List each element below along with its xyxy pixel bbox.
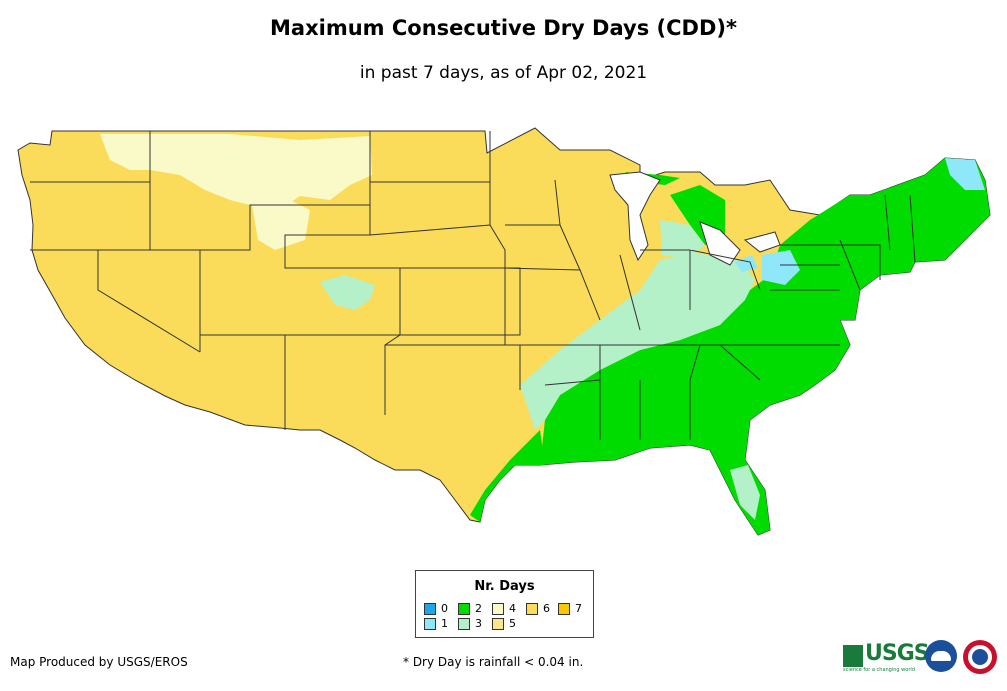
region-wv-1: [762, 250, 800, 285]
usgs-logo-text: USGS: [865, 641, 930, 666]
legend-label: 7: [575, 602, 582, 615]
region-texas-coast-2: [470, 430, 545, 522]
legend-label: 2: [475, 602, 482, 615]
nws-logo: [963, 640, 997, 674]
legend-item-5: 5: [492, 618, 516, 630]
legend-label: 4: [509, 602, 516, 615]
legend-swatch: [526, 603, 538, 615]
legend-item-6: 6: [526, 603, 550, 615]
legend-swatch: [492, 618, 504, 630]
nws-center-icon: [972, 649, 988, 665]
noaa-bird-icon: [931, 651, 951, 661]
legend-swatch: [458, 603, 470, 615]
legend-item-4: 4: [492, 603, 516, 615]
region-transition-3: [520, 252, 755, 430]
region-lower-mi-3: [660, 220, 705, 258]
map-title: Maximum Consecutive Dry Days (CDD)*: [270, 16, 737, 40]
legend-swatch: [558, 603, 570, 615]
legend-label: 5: [509, 617, 516, 630]
legend-swatch: [424, 603, 436, 615]
usgs-wave-icon: [843, 645, 863, 667]
state-boundaries: [30, 131, 916, 440]
region-green-2: [540, 158, 990, 535]
legend-label: 1: [441, 617, 448, 630]
legend-item-3: 3: [458, 618, 482, 630]
usgs-tagline: science for a changing world: [843, 667, 915, 673]
legend: Nr. Days 0 1 2 3 4 5 6 7: [415, 570, 594, 638]
region-maine-1: [945, 158, 985, 190]
region-wyoming-4: [252, 200, 310, 250]
legend-item-7: 7: [558, 603, 582, 615]
dry-day-note: * Dry Day is rainfall < 0.04 in.: [403, 655, 584, 669]
legend-swatch: [458, 618, 470, 630]
legend-label: 6: [543, 602, 550, 615]
great-lakes: [609, 171, 781, 266]
legend-item-0: 0: [424, 603, 448, 615]
legend-item-2: 2: [458, 603, 482, 615]
region-florida-3: [730, 465, 760, 520]
map-subtitle: in past 7 days, as of Apr 02, 2021: [359, 63, 648, 83]
usgs-logo: USGS science for a changing world: [843, 641, 930, 673]
map-credit: Map Produced by USGS/EROS: [10, 655, 188, 669]
legend-swatch: [424, 618, 436, 630]
legend-swatch: [492, 603, 504, 615]
legend-title: Nr. Days: [474, 579, 535, 594]
legend-label: 3: [475, 617, 482, 630]
legend-label: 0: [441, 602, 448, 615]
noaa-logo: [925, 640, 957, 672]
region-rockies-4: [100, 134, 372, 210]
region-colorado-3: [320, 275, 375, 310]
legend-item-1: 1: [424, 618, 448, 630]
